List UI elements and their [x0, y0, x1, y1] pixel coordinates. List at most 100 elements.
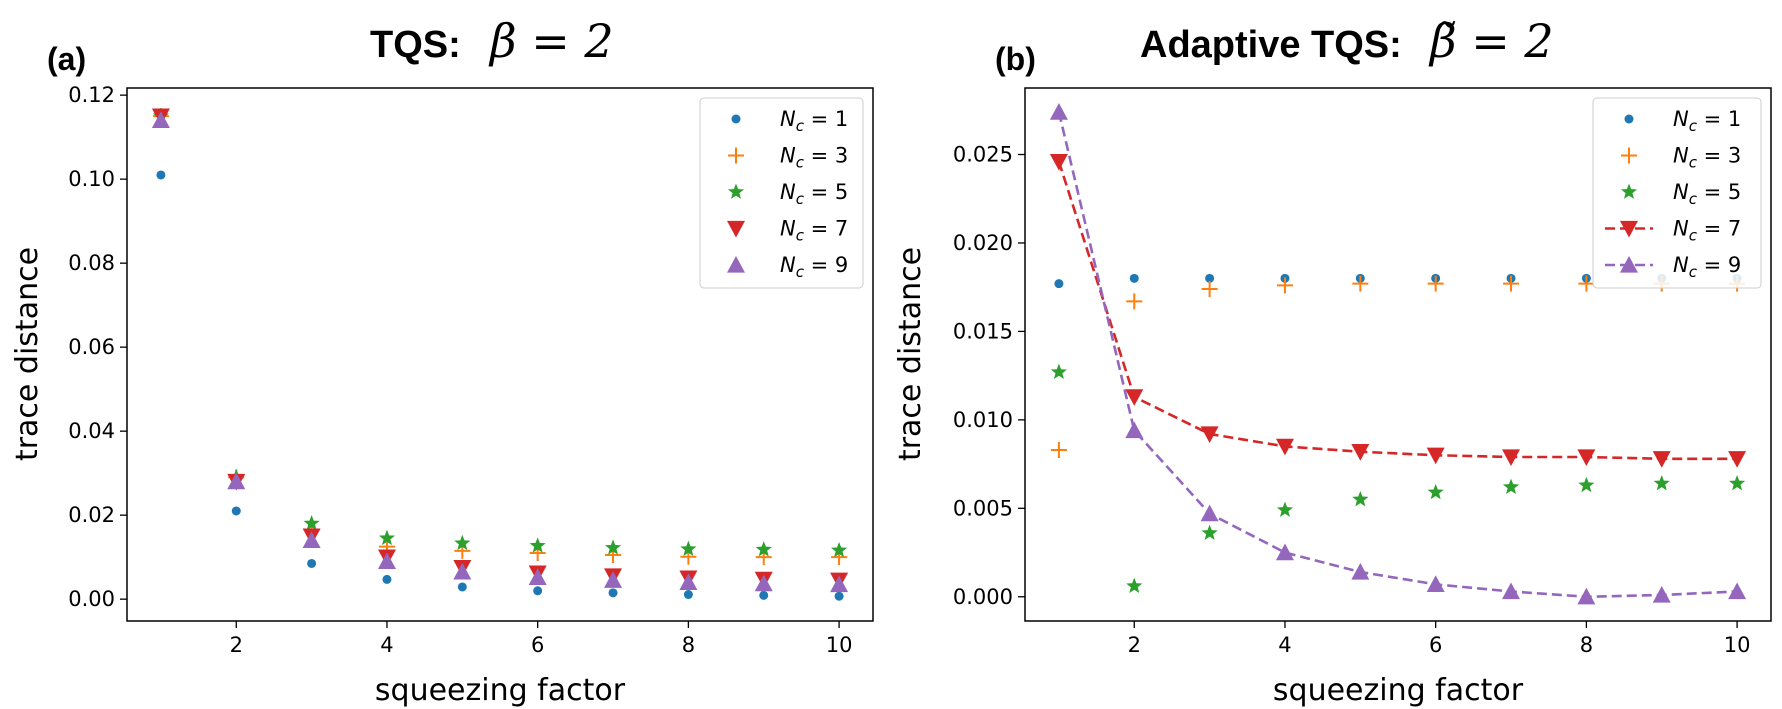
panel-b-x-axis-label: squeezing factor — [1273, 673, 1524, 708]
legend-item: Nc = 9 — [727, 253, 848, 281]
data-point — [1728, 451, 1747, 468]
data-point — [1578, 275, 1595, 292]
data-point — [1426, 575, 1445, 593]
y-tick-label: 0.10 — [68, 167, 115, 191]
panel-b-plot-area — [1049, 103, 1747, 605]
data-point — [1729, 475, 1746, 491]
x-tick-label: 2 — [1128, 633, 1141, 657]
legend-label: Nc = 9 — [1673, 253, 1741, 281]
data-point — [453, 562, 472, 580]
data-point — [1275, 438, 1294, 456]
data-point — [1125, 421, 1144, 439]
data-point — [231, 506, 241, 516]
data-point — [1503, 275, 1520, 292]
x-tick-label: 6 — [1429, 633, 1442, 657]
legend-marker — [727, 256, 745, 273]
legend-marker — [1620, 183, 1638, 199]
data-point — [1351, 562, 1370, 580]
series-Nc7 — [1049, 153, 1747, 468]
legend-label: Nc = 5 — [1673, 180, 1741, 208]
legend-item: Nc = 5 — [1620, 180, 1741, 208]
y-tick-label: 0.04 — [68, 419, 115, 443]
data-point — [1126, 577, 1143, 594]
panel-a-y-axis-label: trace distance — [10, 247, 45, 461]
legend-marker — [1620, 220, 1638, 238]
data-point — [1352, 490, 1369, 507]
data-point — [1502, 449, 1521, 467]
data-point — [1728, 582, 1747, 600]
data-point — [754, 574, 773, 592]
legend-label: Nc = 7 — [1673, 217, 1741, 245]
legend-label: Nc = 7 — [780, 217, 848, 245]
data-point — [529, 537, 546, 553]
data-point — [1577, 587, 1596, 605]
data-point — [759, 590, 769, 600]
panel-a-x-ticks: 2 4 6 8 10 — [230, 621, 853, 657]
legend-marker — [1620, 256, 1638, 273]
data-point — [1427, 483, 1444, 500]
data-point — [683, 590, 693, 600]
x-tick-label: 10 — [1724, 633, 1751, 657]
data-point — [1050, 441, 1067, 458]
data-point — [1200, 426, 1219, 444]
data-point — [1652, 451, 1671, 468]
data-point — [1205, 273, 1215, 283]
legend-item: Nc = 9 — [1605, 253, 1741, 281]
panel-a-title-math: β = 2 — [488, 14, 614, 68]
y-tick-label: 0.12 — [68, 83, 115, 107]
panel-b-axes-frame — [1024, 87, 1772, 622]
data-point — [533, 586, 543, 596]
data-point — [1201, 524, 1218, 540]
data-point — [834, 591, 844, 601]
data-point — [831, 541, 848, 558]
data-point — [604, 571, 623, 588]
y-tick-label: 0.08 — [68, 251, 115, 275]
legend-marker — [727, 220, 745, 238]
data-point — [382, 574, 392, 584]
x-tick-label: 6 — [531, 633, 544, 657]
data-point — [303, 515, 320, 531]
x-tick-label: 8 — [1580, 633, 1593, 657]
data-point — [1351, 444, 1370, 461]
panel-b-y-axis-label: trace distance — [893, 247, 928, 461]
data-point — [1276, 501, 1294, 517]
data-point — [1275, 543, 1294, 561]
data-point — [1652, 585, 1671, 603]
data-point — [755, 541, 772, 557]
data-point — [680, 540, 697, 557]
data-point — [528, 568, 547, 585]
y-tick-label: 0.025 — [953, 143, 1013, 167]
legend-label: Nc = 1 — [1673, 107, 1741, 135]
legend-marker — [728, 147, 744, 164]
x-tick-label: 2 — [230, 633, 243, 657]
x-tick-label: 4 — [380, 633, 393, 657]
data-point — [378, 529, 396, 546]
data-point — [457, 582, 467, 592]
legend-item: Nc = 1 — [731, 107, 848, 135]
data-point — [377, 552, 396, 570]
data-point — [454, 534, 471, 551]
data-point — [1276, 277, 1293, 294]
data-point — [1653, 475, 1670, 491]
y-tick-label: 0.06 — [68, 335, 115, 359]
data-point — [1126, 293, 1143, 310]
data-point — [1200, 504, 1219, 522]
y-tick-label: 0.00 — [68, 587, 115, 611]
legend-item: Nc = 5 — [727, 180, 848, 208]
panel-b-title-math: β̃ = 2 — [1428, 14, 1554, 68]
legend-item: Nc = 1 — [1624, 107, 1741, 135]
panel-a: (a) TQS: β = 2 0.000.020.040.060.080.100… — [10, 14, 874, 708]
panel-b: (b) Adaptive TQS: β̃ = 2 0.000 0.005 0.010… — [893, 14, 1772, 708]
data-point — [604, 539, 622, 555]
legend-item: Nc = 7 — [727, 217, 848, 245]
panel-a-legend: Nc = 1 Nc = 3 Nc = 5 Nc = 7 Nc = 9 — [699, 97, 864, 289]
x-tick-label: 10 — [826, 633, 853, 657]
panel-a-y-ticks: 0.00 0.02 0.04 0.06 0.08 0.10 0.12 — [68, 83, 127, 611]
legend-item: Nc = 3 — [1621, 144, 1741, 172]
data-point — [1050, 363, 1067, 379]
panel-a-axes-frame — [126, 87, 874, 622]
data-point — [307, 558, 317, 568]
data-point — [608, 588, 618, 598]
data-point — [679, 573, 698, 591]
